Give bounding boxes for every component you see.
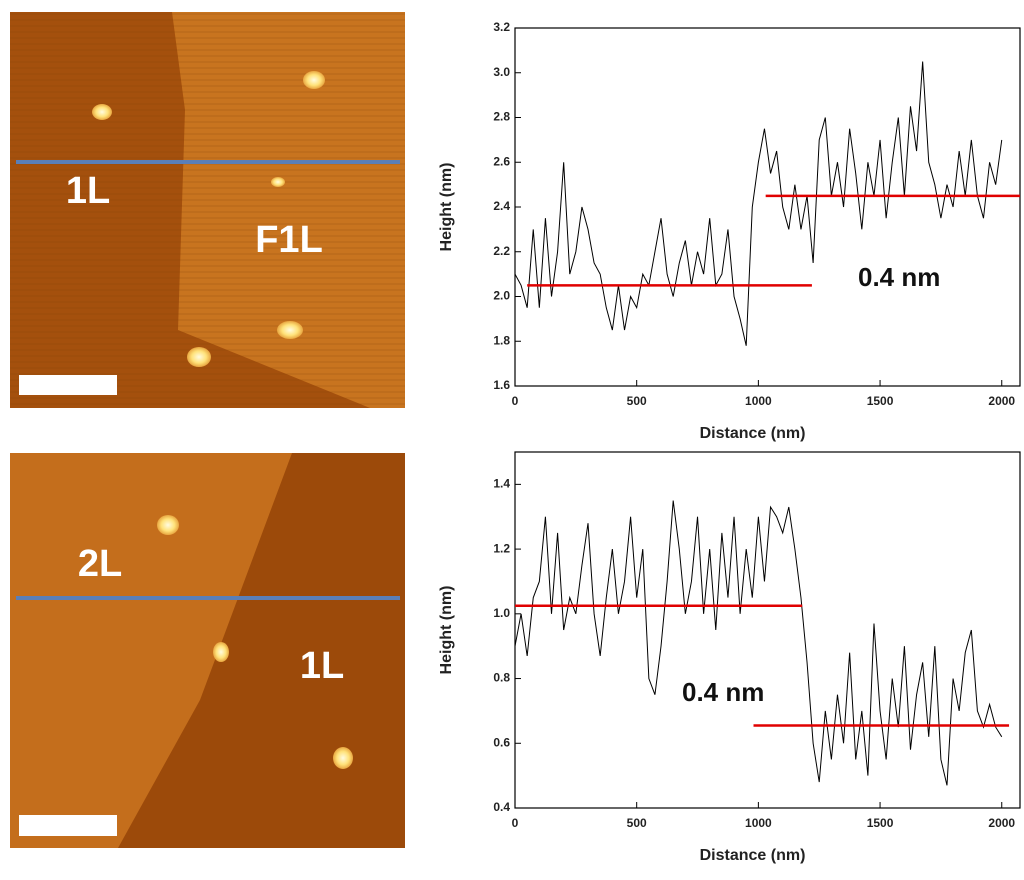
y-tick-label: 1.0 xyxy=(493,606,510,620)
x-tick-label: 500 xyxy=(627,394,647,408)
afm-image: 1L F1L xyxy=(10,12,405,408)
x-tick-label: 0 xyxy=(512,394,519,408)
x-tick-label: 1000 xyxy=(745,394,772,408)
plot-frame xyxy=(514,27,1021,387)
plot-frame xyxy=(514,451,1021,809)
y-axis-label: Height (nm) xyxy=(438,586,455,675)
y-tick-label: 2.2 xyxy=(493,244,510,258)
y-tick-label: 0.6 xyxy=(493,735,510,749)
profile-line xyxy=(514,500,1003,786)
annotation: 0.4 nm xyxy=(858,262,940,292)
profile-line xyxy=(514,61,1003,346)
x-tick-label: 1500 xyxy=(867,394,894,408)
y-tick-label: 1.2 xyxy=(493,541,510,555)
region-label: 1L xyxy=(300,645,344,687)
y-axis-label: Height (nm) xyxy=(438,163,455,252)
y-tick-label: 2.4 xyxy=(493,199,510,213)
y-tick-label: 0.4 xyxy=(493,800,510,814)
region-label: 1L xyxy=(66,170,110,212)
x-tick-label: 500 xyxy=(627,816,647,830)
x-tick-label: 0 xyxy=(512,816,519,830)
y-tick-label: 1.6 xyxy=(493,378,510,392)
region-label: 2L xyxy=(78,543,122,585)
y-tick-label: 1.4 xyxy=(493,477,510,491)
y-tick-label: 2.0 xyxy=(493,289,510,303)
x-tick-label: 1000 xyxy=(745,816,772,830)
afm-image: 2L 1L xyxy=(10,453,405,848)
y-tick-label: 0.8 xyxy=(493,671,510,685)
y-tick-label: 2.6 xyxy=(493,154,510,168)
y-tick-label: 3.0 xyxy=(493,65,510,79)
y-tick-label: 1.8 xyxy=(493,333,510,347)
y-tick-label: 2.8 xyxy=(493,110,510,124)
x-tick-label: 2000 xyxy=(988,816,1015,830)
x-axis-label: Distance (nm) xyxy=(700,847,806,864)
x-axis-label: Distance (nm) xyxy=(700,425,806,442)
x-tick-label: 2000 xyxy=(988,394,1015,408)
region-label: F1L xyxy=(255,219,323,261)
y-tick-label: 3.2 xyxy=(493,20,510,34)
x-tick-label: 1500 xyxy=(867,816,894,830)
annotation: 0.4 nm xyxy=(682,677,764,707)
